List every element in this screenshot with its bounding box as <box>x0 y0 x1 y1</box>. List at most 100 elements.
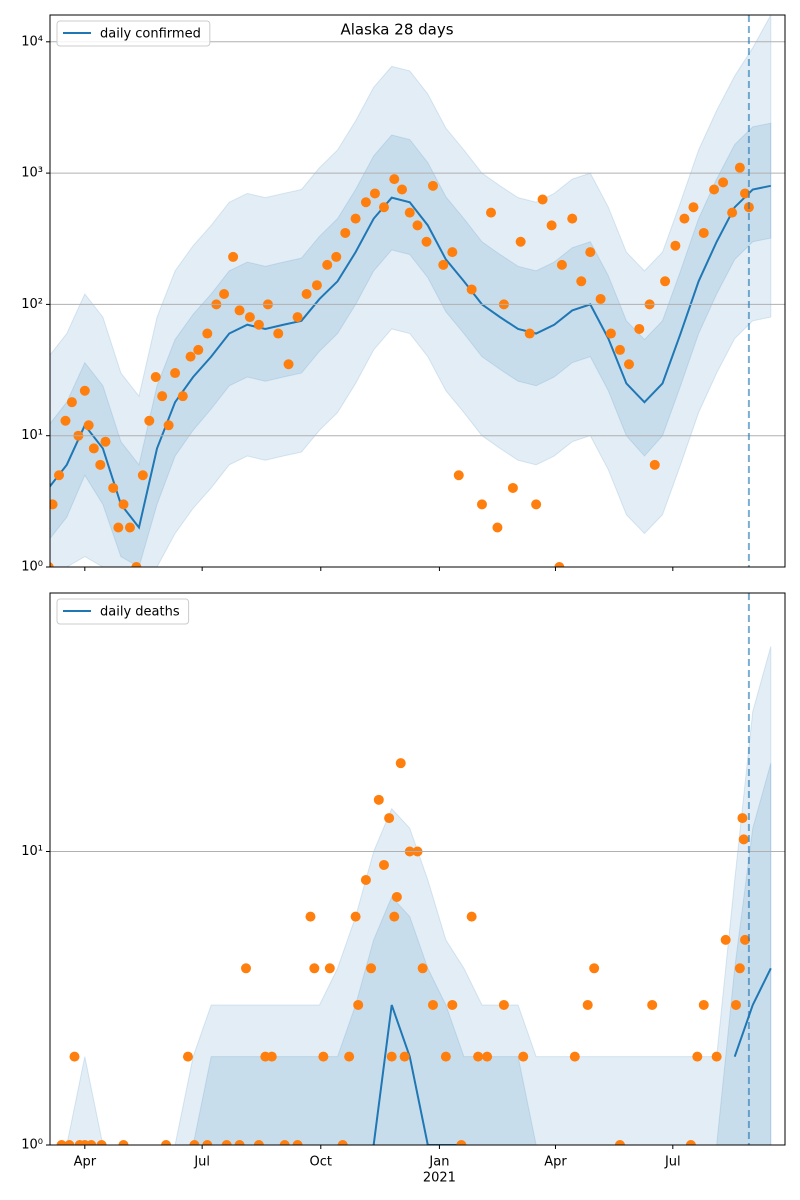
observed-point <box>69 1051 80 1062</box>
observed-point <box>279 1140 290 1145</box>
observed-point <box>177 391 188 402</box>
observed-point <box>301 289 312 300</box>
observed-point <box>576 276 587 287</box>
observed-point <box>507 482 518 493</box>
observed-point <box>440 1051 451 1062</box>
observed-point <box>360 874 371 885</box>
observed-point <box>202 1140 213 1145</box>
observed-point <box>614 1140 625 1145</box>
observed-point <box>311 280 322 291</box>
observed-point <box>337 1140 348 1145</box>
observed-point <box>737 813 748 824</box>
observed-point <box>417 963 428 974</box>
observed-point <box>447 247 458 258</box>
observed-point <box>546 220 557 231</box>
observed-point <box>734 963 745 974</box>
observed-point <box>582 999 593 1010</box>
legend-label: daily deaths <box>100 605 180 620</box>
observed-point <box>292 1140 303 1145</box>
observed-point <box>685 1140 696 1145</box>
observed-point <box>554 562 565 567</box>
y-tick-label: 10³ <box>21 166 43 181</box>
observed-point <box>389 174 400 185</box>
observed-point <box>614 344 625 355</box>
observed-point <box>309 963 320 974</box>
observed-point <box>182 1051 193 1062</box>
observed-point <box>373 794 384 805</box>
observed-point <box>404 207 415 218</box>
observed-point <box>50 562 54 567</box>
observed-point <box>395 758 406 769</box>
observed-point <box>54 470 65 481</box>
observed-point <box>698 227 709 238</box>
observed-point <box>305 911 316 922</box>
observed-point <box>60 415 71 426</box>
observed-point <box>482 1051 493 1062</box>
x-tick-label: Apr <box>74 1155 97 1170</box>
observed-point <box>391 891 402 902</box>
observed-point <box>740 934 751 945</box>
legend: daily deaths <box>56 598 190 625</box>
observed-point <box>595 293 606 304</box>
observed-point <box>331 251 342 262</box>
observed-point <box>350 213 361 224</box>
y-tick-label: 10¹ <box>21 428 43 443</box>
observed-point <box>95 459 106 470</box>
observed-point <box>292 312 303 323</box>
observed-point <box>244 312 255 323</box>
y-tick-label: 10⁰ <box>21 1138 43 1153</box>
observed-point <box>340 227 351 238</box>
observed-point <box>79 385 90 396</box>
observed-point <box>518 1051 529 1062</box>
observed-point <box>720 934 731 945</box>
observed-point <box>219 289 230 300</box>
observed-point <box>86 1140 97 1145</box>
observed-point <box>56 1140 67 1145</box>
observed-point <box>623 359 634 370</box>
observed-point <box>118 1140 129 1145</box>
observed-point <box>515 236 526 247</box>
observed-point <box>524 328 535 339</box>
observed-point <box>253 1140 264 1145</box>
observed-point <box>634 323 645 334</box>
observed-point <box>438 259 449 270</box>
observed-point <box>660 276 671 287</box>
observed-point <box>567 213 578 224</box>
observed-point <box>100 436 111 447</box>
uncertainty-band <box>50 15 772 567</box>
legend: daily confirmed <box>56 20 211 47</box>
uncertainty-band <box>50 763 772 1145</box>
observed-point <box>740 188 751 199</box>
observed-point <box>466 911 477 922</box>
observed-point <box>283 359 294 370</box>
observed-point <box>670 240 681 251</box>
observed-point <box>234 1140 245 1145</box>
observed-point <box>605 328 616 339</box>
observed-point <box>253 319 264 330</box>
uncertainty-band <box>50 646 772 1145</box>
observed-point <box>64 1140 75 1145</box>
plot-area <box>50 15 772 567</box>
observed-point <box>556 259 567 270</box>
observed-point <box>476 499 487 510</box>
chart-title: Alaska 28 days <box>340 21 453 39</box>
observed-point <box>344 1051 355 1062</box>
observed-point <box>698 999 709 1010</box>
observed-point <box>185 351 196 362</box>
observed-point <box>234 305 245 316</box>
y-tick-label: 10² <box>21 297 43 312</box>
observed-point <box>711 1051 722 1062</box>
x-tick-label: Jan <box>428 1155 449 1170</box>
observed-point <box>537 194 548 205</box>
observed-point <box>170 368 181 379</box>
series-line <box>372 967 772 1145</box>
observed-point <box>66 397 77 408</box>
observed-point <box>399 1051 410 1062</box>
observed-point <box>266 1051 277 1062</box>
observed-point <box>389 911 400 922</box>
observed-point <box>731 999 741 1010</box>
observed-point <box>50 499 58 510</box>
observed-point <box>369 188 380 199</box>
observed-point <box>427 180 438 191</box>
observed-point <box>679 213 690 224</box>
